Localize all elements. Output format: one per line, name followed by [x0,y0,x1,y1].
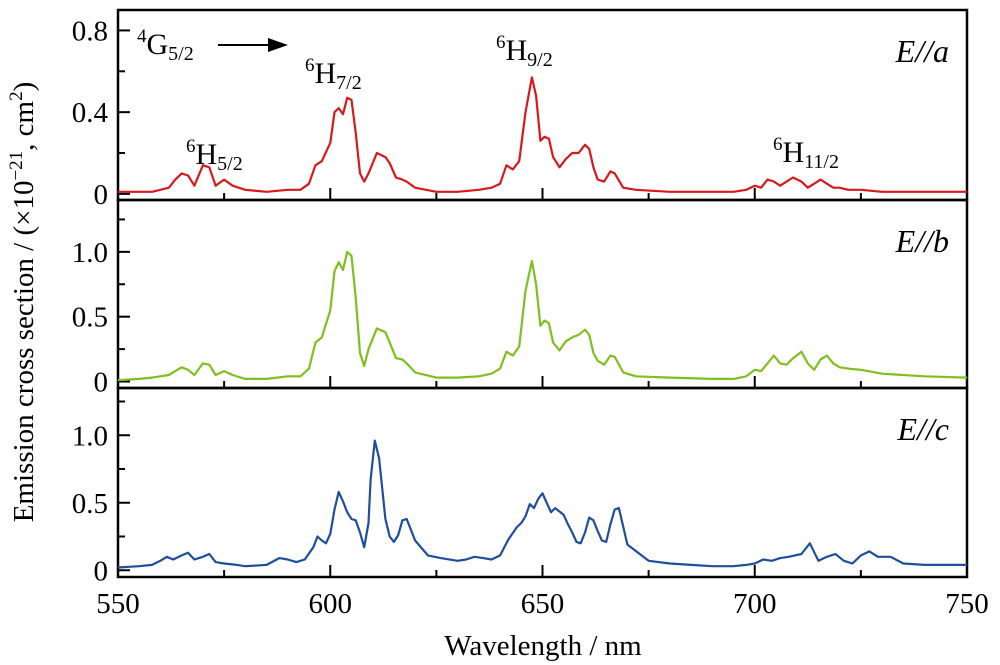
peak-base: H [506,34,528,67]
peak-label-6H5/2: 6H5/2 [186,136,243,175]
panel-label: E//a [895,33,949,69]
y-tick-label: 0 [94,555,109,587]
x-tick-label: 700 [733,588,777,620]
y-tick-label: 0.5 [72,302,108,334]
peak-sup: 6 [496,32,506,53]
svg-text:4G5/2: 4G5/2 [137,26,194,65]
panel-label: E//b [895,223,949,259]
y-axis-title-main: Emission cross section / (×10 [8,181,40,523]
panels: 0 0.4 0.8 E//a 0 0.5 1.0 E//b 0 0.5 1.0 E//c [72,8,969,587]
peak-base: H [315,57,337,90]
y-tick-label: 0.8 [72,15,108,47]
y-tick-label: 0.5 [72,488,108,520]
y-axis-title-end: ) [8,82,40,92]
peak-sub: 11/2 [804,151,839,173]
peak-label-6H9/2: 6H9/2 [496,32,553,71]
series-line-E-c [117,439,967,569]
peak-base: H [196,138,218,171]
series-line-E-a [118,76,967,193]
y-tick-label: 1.0 [72,237,108,269]
y-axis-title-sq: 2 [6,91,27,101]
peak-sup: 6 [773,134,783,155]
transition-sub: 5/2 [168,43,194,65]
x-tick-label: 650 [521,588,565,620]
y-axis-title: Emission cross section / (×10−21, cm2) [6,82,40,523]
peak-annotations: 6H5/2 6H7/2 6H9/2 6H11/2 [186,32,839,175]
transition-sup: 4 [137,26,147,47]
x-tick-label: 550 [96,588,140,620]
y-axis-title-exp: −21 [6,151,27,181]
transition-annotation: 4G5/2 [137,26,288,65]
peak-sub: 9/2 [527,49,553,71]
peak-base: H [783,136,805,169]
peak-label-6H7/2: 6H7/2 [305,55,362,94]
peak-sup: 6 [305,55,315,76]
panel-2: 0 0.5 1.0 E//b [72,198,969,399]
arrow-head-icon [268,38,288,52]
y-axis-title-mid: , cm [8,100,40,150]
panel-frame [116,386,969,579]
y-tick-label: 1.0 [72,420,108,452]
panel-frame [116,8,969,202]
y-tick-label: 0.4 [72,97,109,129]
panel-frame [116,198,969,390]
y-tick-label: 0 [94,179,109,211]
x-tick-label: 750 [945,588,989,620]
panel-label: E//c [896,411,949,447]
peak-sub: 7/2 [336,72,362,94]
peak-sub: 5/2 [217,153,243,175]
series-line-E-b [117,250,968,382]
peak-sup: 6 [186,136,196,157]
x-axis: 550 600 650 700 750 [96,588,989,620]
x-tick-label: 600 [309,588,353,620]
transition-base: G [147,28,169,61]
y-tick-label: 0 [94,367,109,399]
peak-label-6H11/2: 6H11/2 [773,134,839,173]
x-axis-title: Wavelength / nm [444,630,642,662]
panel-3: 0 0.5 1.0 E//c [72,386,969,587]
